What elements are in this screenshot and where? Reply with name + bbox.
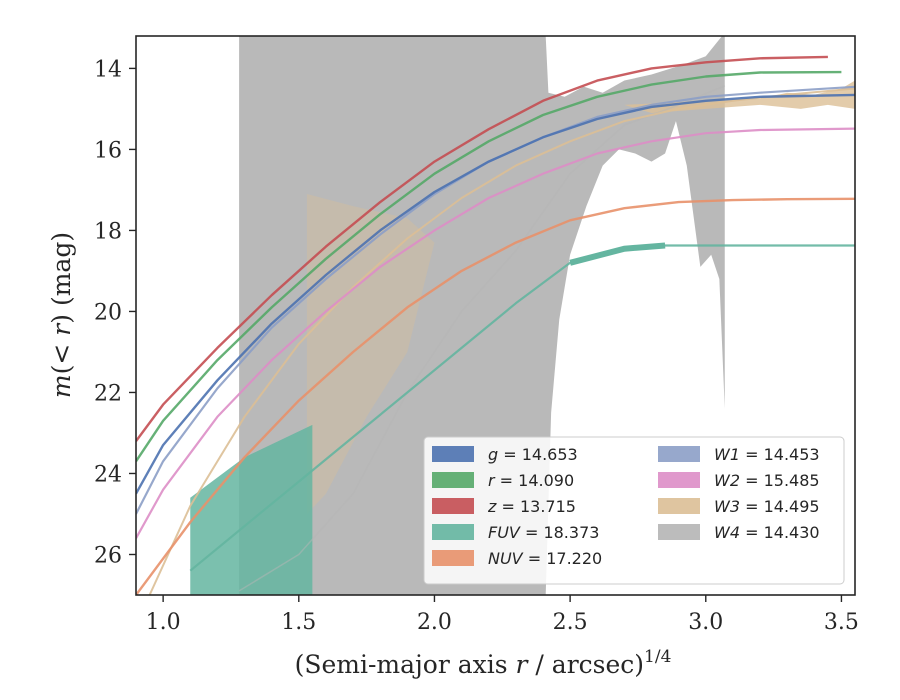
x-axis-title: (Semi-major axis r / arcsec)1/4 xyxy=(295,647,672,679)
series-line-r xyxy=(136,70,842,462)
x-axis-ticks: 1.0 1.5 2.0 2.5 3.0 3.5 xyxy=(146,595,859,635)
x-tick-label: 2.5 xyxy=(553,610,588,635)
legend-label-fuv: FUV = 18.373 xyxy=(488,523,599,542)
fuv-thick-segment xyxy=(569,242,666,266)
series-line-w2 xyxy=(136,127,855,539)
legend-swatch-w1 xyxy=(658,446,700,462)
plot-frame xyxy=(135,35,856,596)
series-line-g xyxy=(136,93,855,495)
uncertainty-bands xyxy=(190,36,855,595)
x-tick-label: 1.5 xyxy=(281,610,316,635)
w3-outer-band xyxy=(624,80,855,113)
series-lines xyxy=(136,55,855,595)
legend-swatch-r xyxy=(432,472,474,488)
y-axis-title: m(< r) (mag) xyxy=(47,232,76,398)
y-axis-ticks: 14 16 18 20 22 24 26 xyxy=(94,57,136,568)
series-line-z xyxy=(136,55,828,442)
legend-swatch-g xyxy=(432,446,474,462)
x-tick-label: 3.5 xyxy=(824,610,859,635)
legend-swatch-fuv xyxy=(432,524,474,540)
legend-label-r: r = 14.090 xyxy=(488,471,574,490)
legend-items: g = 14.653 r = 14.090 z = 13.715 FUV = 18.3… xyxy=(432,445,820,568)
y-tick-label: 26 xyxy=(94,543,122,568)
legend-frame xyxy=(423,436,845,585)
legend-label-w3: W3 = 14.495 xyxy=(714,497,820,516)
legend-label-w4: W4 = 14.430 xyxy=(714,523,820,542)
y-tick-label: 16 xyxy=(94,138,122,163)
legend-swatch-z xyxy=(432,498,474,514)
legend-swatch-w3 xyxy=(658,498,700,514)
legend-label-z: z = 13.715 xyxy=(487,497,576,516)
legend-label-nuv: NUV = 17.220 xyxy=(488,549,602,568)
series-line-w3 xyxy=(148,87,855,595)
w3-uncertainty-band xyxy=(306,193,435,514)
y-tick-label: 20 xyxy=(94,300,122,325)
legend-swatch-w2 xyxy=(658,472,700,488)
legend-swatch-nuv xyxy=(432,550,474,566)
y-tick-label: 22 xyxy=(94,381,122,406)
w4-uncertainty-band xyxy=(239,36,725,595)
x-tick-label: 1.0 xyxy=(146,610,181,635)
y-tick-label: 24 xyxy=(94,462,122,487)
plot-area xyxy=(136,36,855,595)
legend-label-g: g = 14.653 xyxy=(488,445,578,464)
y-tick-label: 14 xyxy=(94,57,122,82)
legend-label-w1: W1 = 14.453 xyxy=(714,445,820,464)
legend: g = 14.653 r = 14.090 z = 13.715 FUV = 18.3… xyxy=(423,436,845,585)
y-tick-label: 18 xyxy=(94,219,122,244)
series-line-nuv xyxy=(136,197,855,595)
legend-label-w2: W2 = 15.485 xyxy=(714,471,820,490)
x-tick-label: 3.0 xyxy=(688,610,723,635)
fuv-uncertainty-band xyxy=(190,424,313,595)
legend-swatch-w4 xyxy=(658,524,700,540)
x-tick-label: 2.0 xyxy=(417,610,452,635)
